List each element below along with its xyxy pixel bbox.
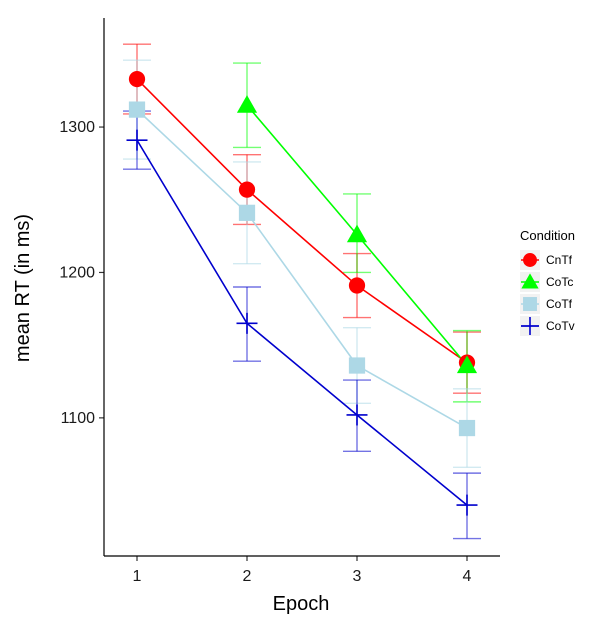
- y-axis-ticks: 1100 1200 1300: [59, 119, 104, 427]
- y-tick-label: 1100: [61, 410, 96, 427]
- series-points-CnTf: [128, 70, 476, 371]
- data-point: [346, 224, 368, 243]
- legend-item-CoTv: CoTv: [520, 316, 575, 336]
- x-tick-label: 3: [353, 568, 362, 585]
- data-point: [456, 494, 478, 516]
- legend-key-marker: [521, 317, 539, 335]
- x-tick-label: 2: [243, 568, 252, 585]
- legend-title: Condition: [520, 228, 575, 243]
- data-point: [238, 181, 256, 198]
- series-line-CoTv: [136, 139, 468, 506]
- x-axis-ticks: 1 2 3 4: [133, 556, 472, 585]
- legend: Condition CnTf CoTc CoTf CoTv: [520, 228, 575, 336]
- data-point: [128, 70, 146, 88]
- data-point: [348, 277, 366, 294]
- data-point: [456, 355, 478, 374]
- plot-series: [123, 43, 481, 540]
- x-axis-title: Epoch: [273, 593, 330, 615]
- legend-item-CnTf: CnTf: [520, 250, 573, 270]
- legend-item-CoTf: CoTf: [520, 294, 573, 314]
- data-point: [348, 357, 366, 374]
- data-point: [236, 95, 258, 113]
- series-points-CoTf: [128, 101, 476, 437]
- legend-label: CoTf: [546, 297, 573, 311]
- data-point: [126, 129, 148, 151]
- series-points-CoTc: [236, 95, 478, 374]
- y-tick-label: 1200: [59, 264, 95, 281]
- data-point: [236, 312, 258, 334]
- legend-key-marker: [523, 297, 537, 311]
- y-axis-title: mean RT (in ms): [12, 214, 34, 362]
- series-errorbars-CnTf: [123, 43, 481, 394]
- series-line-CnTf: [136, 78, 468, 364]
- legend-item-CoTc: CoTc: [520, 272, 573, 292]
- series-points-CoTv: [126, 129, 478, 516]
- legend-label: CoTc: [546, 275, 573, 289]
- y-tick-label: 1300: [59, 119, 95, 136]
- x-tick-label: 4: [463, 568, 472, 585]
- data-point: [238, 204, 256, 221]
- data-point: [128, 101, 146, 118]
- series-errorbars-CoTv: [123, 110, 481, 540]
- data-point: [458, 419, 476, 437]
- legend-key-marker: [523, 253, 537, 267]
- x-tick-label: 1: [133, 568, 142, 585]
- legend-key-marker: [521, 273, 539, 289]
- legend-label: CoTv: [546, 319, 575, 333]
- legend-label: CnTf: [546, 253, 573, 267]
- data-point: [346, 404, 368, 426]
- series-line-CoTf: [136, 109, 468, 429]
